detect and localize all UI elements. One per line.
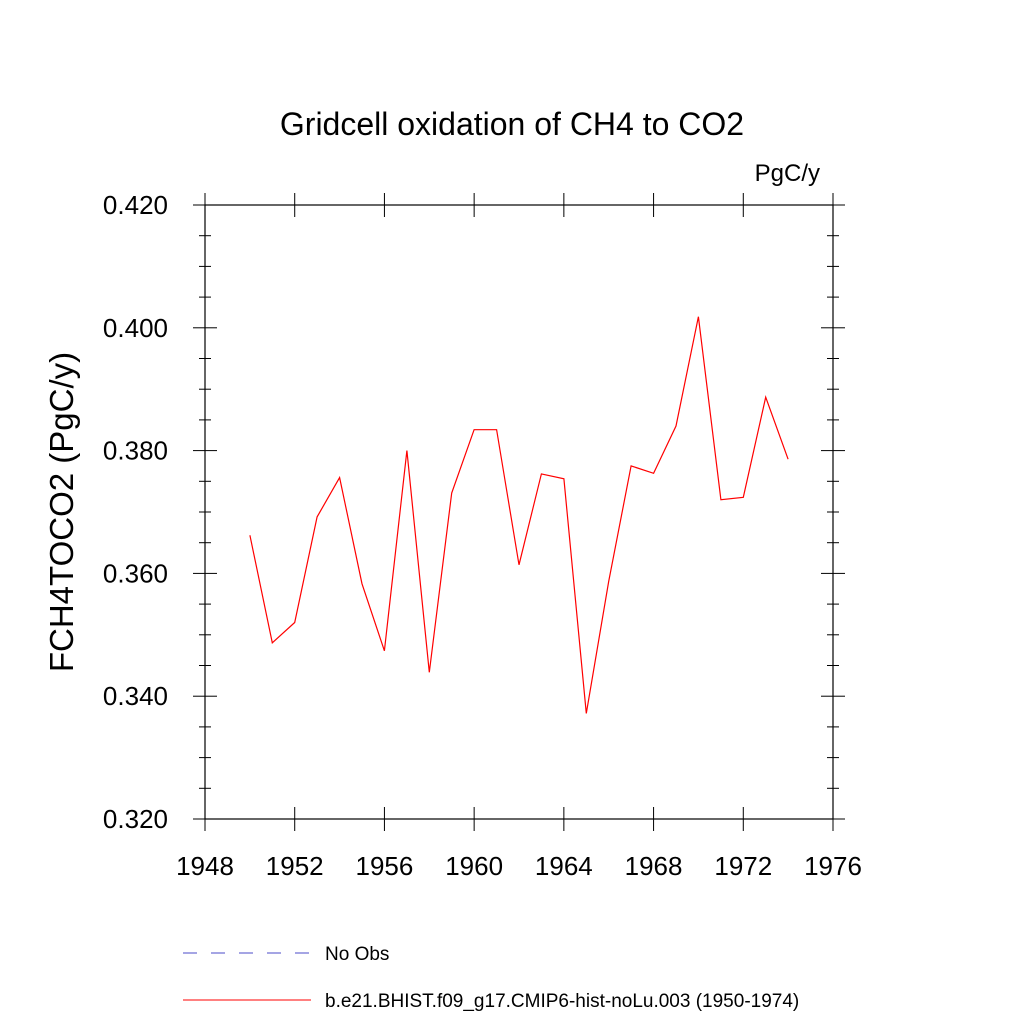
x-tick-label: 1968 xyxy=(625,851,683,881)
chart-title: Gridcell oxidation of CH4 to CO2 xyxy=(280,106,744,142)
legend-label-1: b.e21.BHIST.f09_g17.CMIP6-hist-noLu.003 … xyxy=(325,991,799,1012)
units-label: PgC/y xyxy=(755,160,820,187)
x-tick-label: 1952 xyxy=(266,851,324,881)
x-tick-label: 1964 xyxy=(535,851,593,881)
legend-label-0: No Obs xyxy=(325,944,389,965)
y-tick-label: 0.400 xyxy=(103,313,168,343)
x-tick-label: 1960 xyxy=(445,851,503,881)
y-tick-label: 0.420 xyxy=(103,190,168,220)
x-tick-label: 1972 xyxy=(714,851,772,881)
y-tick-label: 0.360 xyxy=(103,558,168,588)
series-line-0 xyxy=(249,316,789,714)
y-tick-label: 0.340 xyxy=(103,681,168,711)
x-tick-label: 1956 xyxy=(356,851,414,881)
y-tick-label: 0.320 xyxy=(103,804,168,834)
y-tick-label: 0.380 xyxy=(103,436,168,466)
y-axis-label: FCH4TOCO2 (PgC/y) xyxy=(43,352,80,672)
x-tick-label: 1948 xyxy=(176,851,234,881)
plot-frame xyxy=(204,204,834,820)
x-tick-label: 1976 xyxy=(804,851,862,881)
